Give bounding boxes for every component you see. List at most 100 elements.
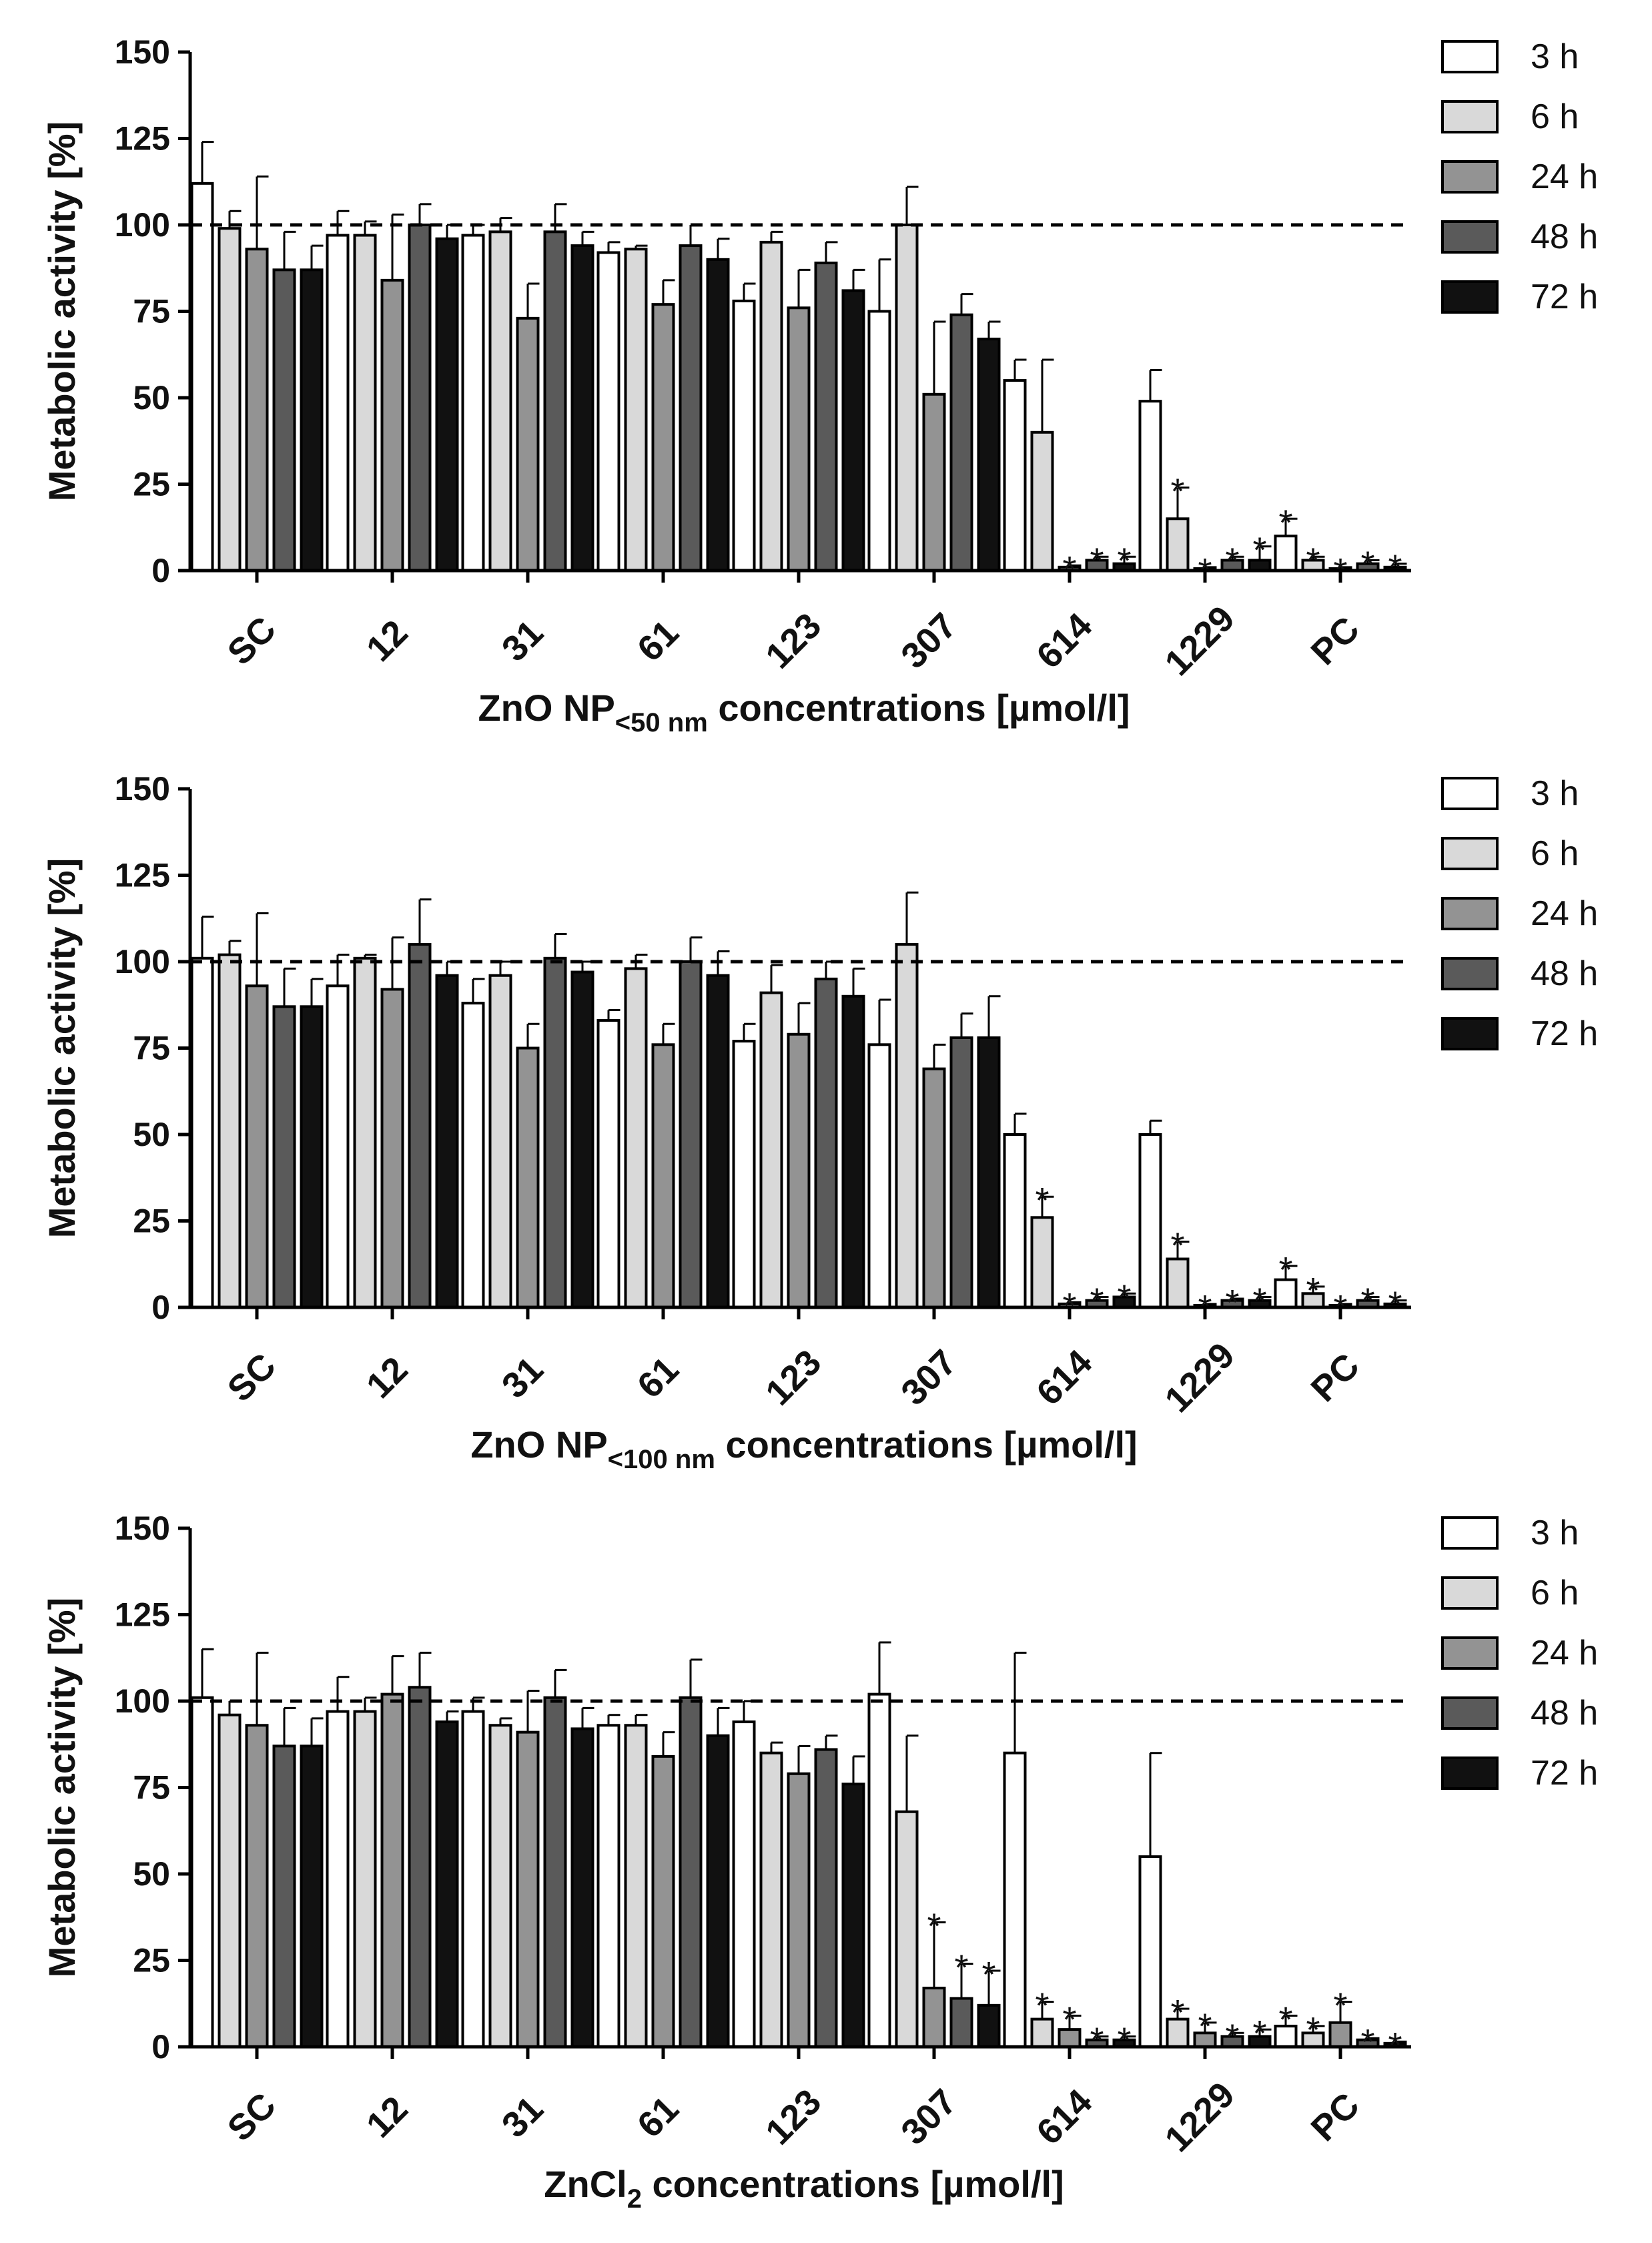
y-tick-label: 50	[133, 379, 170, 416]
bar-72h-12	[435, 1720, 459, 2049]
significance-star: *	[1198, 2007, 1212, 2047]
bar-3h-12	[326, 1710, 350, 2049]
significance-star: *	[1278, 503, 1292, 543]
x-tick-label: SC	[220, 609, 284, 673]
x-tick-label: 12	[359, 2089, 416, 2146]
bar-6h-31	[488, 1724, 512, 2048]
bar-24h-123	[787, 306, 811, 572]
y-tick-label: 125	[115, 857, 170, 894]
legend-label-72h: 72 h	[1531, 278, 1598, 316]
significance-star: *	[1388, 548, 1402, 588]
bar-6h-123	[759, 1751, 783, 2048]
x-axis-title-sub: <100 nm	[608, 1445, 715, 1474]
x-axis-title-main: ZnO NP	[470, 1423, 607, 1466]
bar-48h-31	[543, 956, 567, 1309]
x-tick-label: SC	[220, 1346, 284, 1409]
legend-swatch-72h	[1441, 1017, 1499, 1050]
y-tick-label: 100	[115, 206, 170, 244]
legend-swatch-48h	[1441, 1696, 1499, 1730]
bar-6h-12	[353, 956, 377, 1309]
y-tick-label: 75	[133, 293, 170, 330]
bar-48h-12	[408, 1686, 432, 2048]
bar-24h-12	[380, 1692, 404, 2048]
significance-star: *	[1225, 541, 1239, 581]
x-axis-title: ZnO NP<100 nm concentrations [µmol/l]	[470, 1423, 1137, 1474]
bar-3h-SC	[190, 182, 214, 572]
bar-24h-307	[922, 1067, 946, 1309]
significance-star: *	[1333, 1986, 1347, 2026]
bar-24h-307	[922, 392, 946, 572]
bar-48h-12	[408, 224, 432, 572]
bar-6h-61	[624, 967, 648, 1309]
significance-star: *	[1306, 541, 1320, 581]
y-tick-label: 75	[133, 1769, 170, 1807]
legend-label-3h: 3 h	[1531, 774, 1579, 813]
bar-48h-61	[679, 960, 703, 1309]
x-axis-title-rest: concentrations [µmol/l]	[642, 2163, 1064, 2205]
x-axis-title-rest: concentrations [µmol/l]	[715, 1423, 1138, 1466]
bar-6h-1229	[1166, 1257, 1190, 1309]
bar-6h-123	[759, 240, 783, 572]
bar-24h-61	[651, 303, 675, 572]
bar-24h-61	[651, 1754, 675, 2048]
bar-3h-123	[732, 1720, 756, 2049]
bar-48h-307	[949, 1997, 973, 2048]
y-tick-label: 100	[115, 943, 170, 980]
x-tick-label: 61	[630, 2089, 687, 2146]
y-tick-label: 75	[133, 1030, 170, 1067]
legend-label-72h: 72 h	[1531, 1754, 1598, 1793]
x-tick-label: 123	[758, 605, 829, 676]
significance-star: *	[1360, 2022, 1374, 2062]
bar-3h-614	[1003, 1133, 1027, 1309]
legend-swatch-48h	[1441, 957, 1499, 990]
significance-star: *	[1090, 2020, 1104, 2060]
bar-72h-123	[841, 1783, 865, 2049]
bar-48h-12	[408, 943, 432, 1309]
bar-24h-SC	[245, 984, 269, 1309]
bar-3h-123	[732, 1040, 756, 1309]
significance-star: *	[1117, 2020, 1131, 2060]
legend-swatch-3h	[1441, 40, 1499, 73]
bar-3h-307	[867, 1043, 891, 1309]
bar-48h-123	[814, 261, 838, 572]
y-tick-label: 0	[151, 2028, 170, 2065]
bar-24h-31	[516, 316, 540, 572]
x-tick-label: 61	[630, 1349, 687, 1406]
bar-6h-307	[895, 224, 919, 572]
legend-label-48h: 48 h	[1531, 218, 1598, 256]
x-tick-label: 307	[893, 605, 964, 676]
x-tick-label: PC	[1304, 609, 1367, 673]
significance-star: *	[1170, 1993, 1184, 2033]
x-axis-title: ZnCl2 concentrations [µmol/l]	[544, 2163, 1064, 2214]
bar-3h-1229	[1138, 400, 1162, 572]
legend-swatch-6h	[1441, 1576, 1499, 1610]
bar-24h-12	[380, 278, 404, 572]
y-tick-label: 0	[151, 1289, 170, 1326]
x-tick-label: 614	[1029, 605, 1100, 676]
bar-72h-61	[706, 974, 730, 1309]
x-tick-label: 12	[359, 613, 416, 669]
significance-star: *	[1090, 1281, 1104, 1321]
bar-6h-1229	[1166, 517, 1190, 572]
bar-6h-61	[624, 1724, 648, 2048]
x-axis-title: ZnO NP<50 nm concentrations [µmol/l]	[478, 687, 1130, 737]
significance-star: *	[1252, 531, 1266, 571]
x-axis-title-rest: concentrations [µmol/l]	[708, 687, 1130, 729]
x-axis-title-main: ZnO NP	[478, 687, 614, 729]
y-tick-label: 125	[115, 120, 170, 157]
significance-star: *	[1170, 1226, 1184, 1266]
bar-3h-61	[596, 1019, 621, 1309]
legend-swatch-6h	[1441, 837, 1499, 870]
bar-3h-31	[461, 1002, 485, 1309]
bar-24h-SC	[245, 1724, 269, 2048]
significance-star: *	[1035, 1986, 1049, 2026]
legend-label-48h: 48 h	[1531, 1694, 1598, 1732]
bar-48h-123	[814, 1748, 838, 2049]
y-axis-title: Metabolic activity [%]	[41, 858, 83, 1238]
x-tick-label: 61	[630, 613, 687, 669]
bar-24h-307	[922, 1986, 946, 2048]
bar-24h-PC	[1328, 2021, 1352, 2048]
bar-72h-307	[977, 2003, 1001, 2049]
x-tick-label: PC	[1304, 2086, 1367, 2149]
x-tick-label: 307	[893, 1342, 964, 1413]
